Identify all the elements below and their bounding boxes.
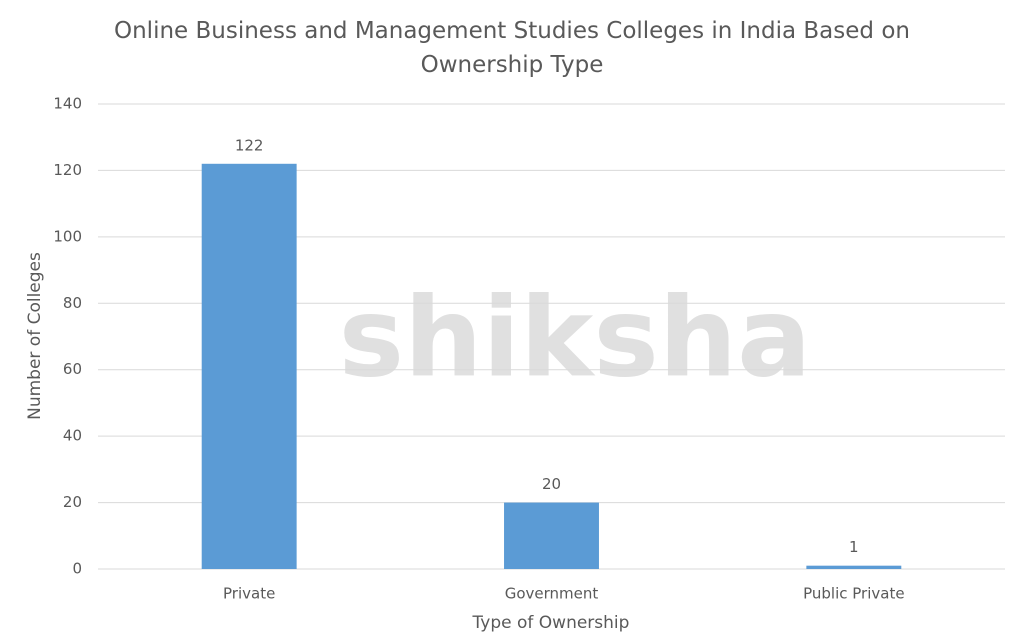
x-tick-label: Government [505,585,599,603]
chart-title: Online Business and Management Studies C… [114,18,910,78]
bar [201,163,297,570]
y-tick-label: 60 [63,360,82,378]
y-tick-label: 40 [63,427,82,445]
value-label: 1 [849,538,859,556]
value-label: 122 [235,136,264,154]
y-tick-label: 0 [72,560,82,578]
x-tick-label: Private [223,585,275,603]
y-tick-label: 80 [63,294,82,312]
x-axis-label: Type of Ownership [472,613,630,633]
y-tick-label: 20 [63,493,82,511]
y-tick-label: 120 [53,161,82,179]
y-axis-label: Number of Colleges [25,252,45,420]
value-label: 20 [542,475,561,493]
bar [806,565,902,569]
watermark: shiksha [339,273,812,401]
y-tick-label: 100 [53,227,82,245]
bar [504,502,599,569]
y-tick-label: 140 [53,95,82,113]
x-tick-label: Public Private [803,585,904,603]
